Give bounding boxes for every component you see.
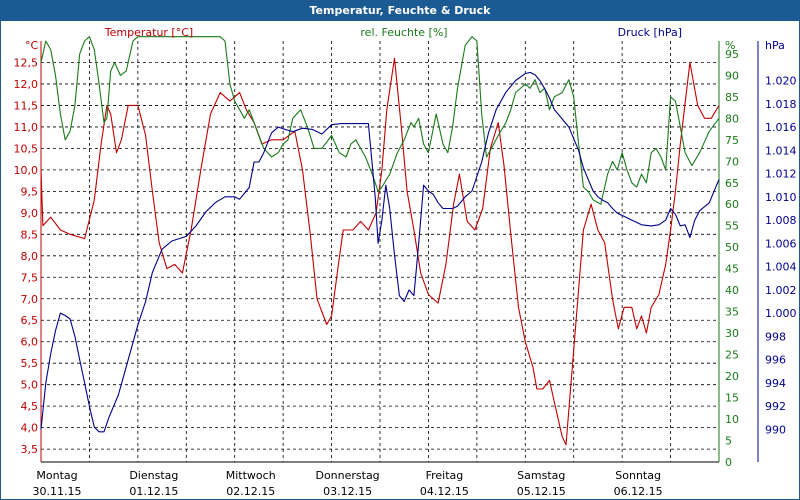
temperature-tick-label: 6,0 [21, 336, 39, 349]
x-label-day: Dienstag [129, 469, 178, 482]
humidity-tick-label: 90 [725, 69, 739, 82]
humidity-axis-title: rel. Feuchte [%] [360, 26, 447, 39]
pressure-tick-label: 1.010 [765, 191, 797, 204]
temperature-tick-label: 3,5 [21, 443, 39, 456]
temperature-tick-label: 9,5 [21, 185, 39, 198]
x-label-date: 06.12.15 [614, 485, 663, 498]
temperature-unit: °C [25, 39, 39, 52]
humidity-tick-label: 95 [725, 48, 739, 61]
temperature-tick-label: 11,0 [14, 121, 39, 134]
x-label-date: 02.12.15 [226, 485, 275, 498]
temperature-tick-label: 12,0 [14, 78, 39, 91]
humidity-tick-label: 25 [725, 349, 739, 362]
pressure-tick-label: 1.020 [765, 75, 797, 88]
humidity-tick-label: 5 [725, 435, 732, 448]
temperature-tick-label: 10,0 [14, 164, 39, 177]
x-label-date: 05.12.15 [517, 485, 566, 498]
temperature-tick-label: 8,5 [21, 228, 39, 241]
series-line-pressure [40, 71, 720, 433]
temperature-tick-label: 6,5 [21, 314, 39, 327]
temperature-tick-label: 4,5 [21, 400, 39, 413]
humidity-tick-label: 30 [725, 327, 739, 340]
temperature-tick-label: 11,5 [14, 99, 39, 112]
humidity-tick-label: 10 [725, 413, 739, 426]
humidity-tick-label: 55 [725, 220, 739, 233]
pressure-tick-label: 1.006 [765, 237, 797, 250]
x-label-date: 01.12.15 [129, 485, 178, 498]
series-lines [40, 36, 720, 446]
window-title: Temperatur, Feuchte & Druck [1, 1, 799, 21]
pressure-tick-label: 992 [765, 400, 786, 413]
pressure-tick-label: 990 [765, 423, 786, 436]
x-label-day: Sonntag [615, 469, 661, 482]
axis-headers: Temperatur [°C] rel. Feuchte [%] Druck [hP… [104, 26, 682, 39]
humidity-tick-label: 40 [725, 284, 739, 297]
pressure-tick-label: 998 [765, 330, 786, 343]
pressure-tick-label: 1.000 [765, 307, 797, 320]
temperature-tick-label: 4,0 [21, 422, 39, 435]
x-label-day: Mittwoch [226, 469, 276, 482]
temperature-tick-label: 7,5 [21, 271, 39, 284]
pressure-tick-label: 1.002 [765, 284, 797, 297]
humidity-tick-label: 35 [725, 306, 739, 319]
humidity-tick-label: 80 [725, 112, 739, 125]
temperature-tick-label: 5,0 [21, 379, 39, 392]
x-label-day: Samstag [517, 469, 565, 482]
x-label-day: Donnerstag [315, 469, 379, 482]
pressure-tick-label: 1.014 [765, 144, 797, 157]
humidity-tick-label: 45 [725, 263, 739, 276]
humidity-tick-label: 0 [725, 456, 732, 469]
humidity-tick-label: 50 [725, 241, 739, 254]
x-label-day: Montag [36, 469, 77, 482]
pressure-tick-label: 1.008 [765, 214, 797, 227]
humidity-unit: % [725, 39, 735, 52]
x-axis-labels: Montag 30.11.15 Dienstag 01.12.15 Mittwoch 02… [33, 469, 663, 498]
x-label-date: 30.11.15 [33, 485, 82, 498]
x-label-day: Freitag [426, 469, 464, 482]
humidity-tick-label: 75 [725, 134, 739, 147]
series-line-temperature [40, 57, 720, 446]
humidity-tick-label: 60 [725, 198, 739, 211]
temperature-axis-title: Temperatur [°C] [104, 26, 193, 39]
pressure-unit: hPa [765, 39, 785, 52]
temperature-tick-label: 10,5 [14, 142, 39, 155]
tick-labels: °C 12,5 12,0 11,5 11,0 10,5 10,0 9,5 9,0 8,5 8,0 7,… [14, 39, 797, 469]
grid [41, 41, 719, 462]
pressure-tick-label: 1.004 [765, 261, 797, 274]
pressure-tick-label: 996 [765, 354, 786, 367]
temperature-tick-label: 12,5 [14, 56, 39, 69]
humidity-tick-label: 20 [725, 370, 739, 383]
pressure-tick-label: 1.016 [765, 121, 797, 134]
humidity-tick-label: 70 [725, 155, 739, 168]
humidity-tick-label: 85 [725, 91, 739, 104]
temperature-tick-label: 9,0 [21, 207, 39, 220]
temperature-tick-label: 8,0 [21, 250, 39, 263]
pressure-tick-label: 994 [765, 377, 786, 390]
temperature-tick-label: 5,5 [21, 357, 39, 370]
pressure-tick-label: 1.012 [765, 168, 797, 181]
pressure-tick-label: 1.018 [765, 98, 797, 111]
plot-frame [40, 41, 759, 463]
series-line-humidity [40, 36, 720, 205]
humidity-tick-label: 65 [725, 177, 739, 190]
x-label-date: 04.12.15 [420, 485, 469, 498]
x-label-date: 03.12.15 [323, 485, 372, 498]
humidity-tick-label: 15 [725, 392, 739, 405]
temperature-tick-label: 7,0 [21, 293, 39, 306]
pressure-axis-title: Druck [hPa] [618, 26, 682, 39]
